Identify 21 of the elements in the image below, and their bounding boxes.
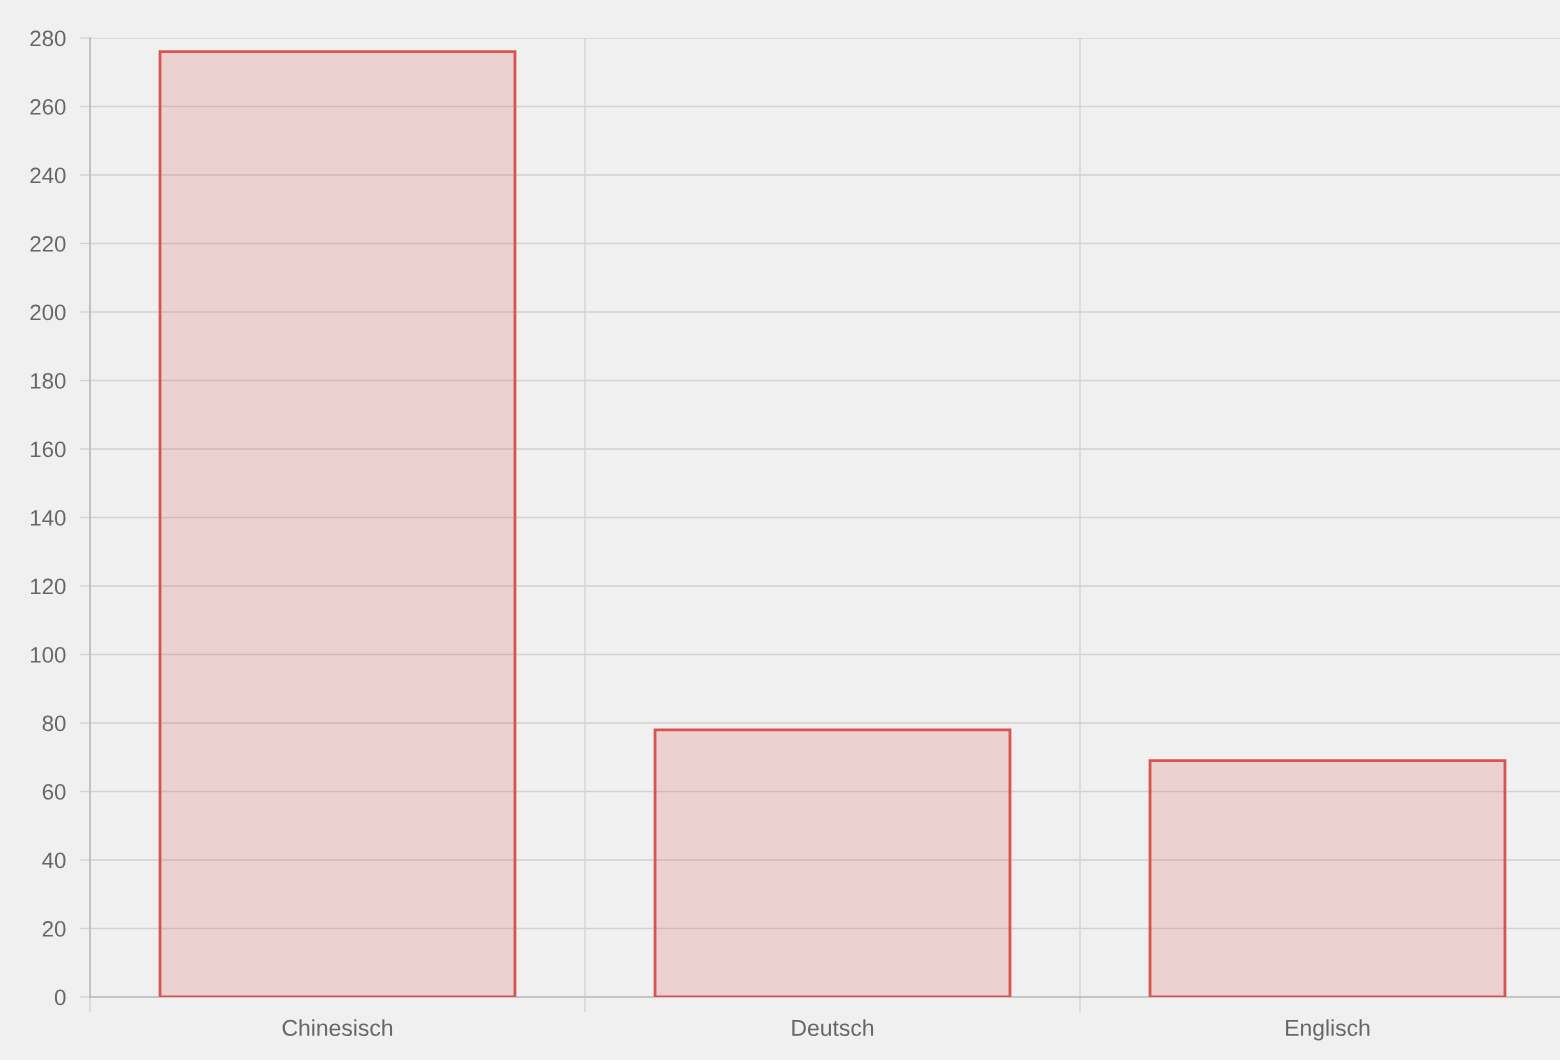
y-tick-label: 260 (30, 99, 66, 115)
x-tick-label: Chinesisch (282, 1019, 393, 1037)
y-tick-label: 60 (42, 784, 66, 800)
y-tick-label: 140 (31, 510, 66, 526)
y-tick-label: 160 (31, 441, 66, 458)
y-tick-label: 280 (30, 30, 66, 47)
y-tick-label: 0 (54, 989, 66, 1006)
y-tick-label: 40 (42, 852, 66, 869)
y-tick-label: 120 (31, 578, 66, 595)
y-tick-label: 240 (30, 167, 66, 184)
bar (1148, 759, 1507, 997)
y-tick-label: 100 (31, 647, 66, 663)
y-tick-label: 200 (30, 304, 66, 321)
bar (653, 728, 1012, 997)
bar (158, 50, 517, 997)
y-tick-label: 180 (31, 373, 66, 389)
y-tick-label: 20 (42, 921, 66, 937)
y-tick-label: 220 (30, 236, 66, 252)
x-tick-label: Englisch (1286, 1019, 1370, 1041)
x-tick-label: Deutsch (792, 1019, 874, 1037)
y-tick-label: 80 (42, 715, 66, 732)
